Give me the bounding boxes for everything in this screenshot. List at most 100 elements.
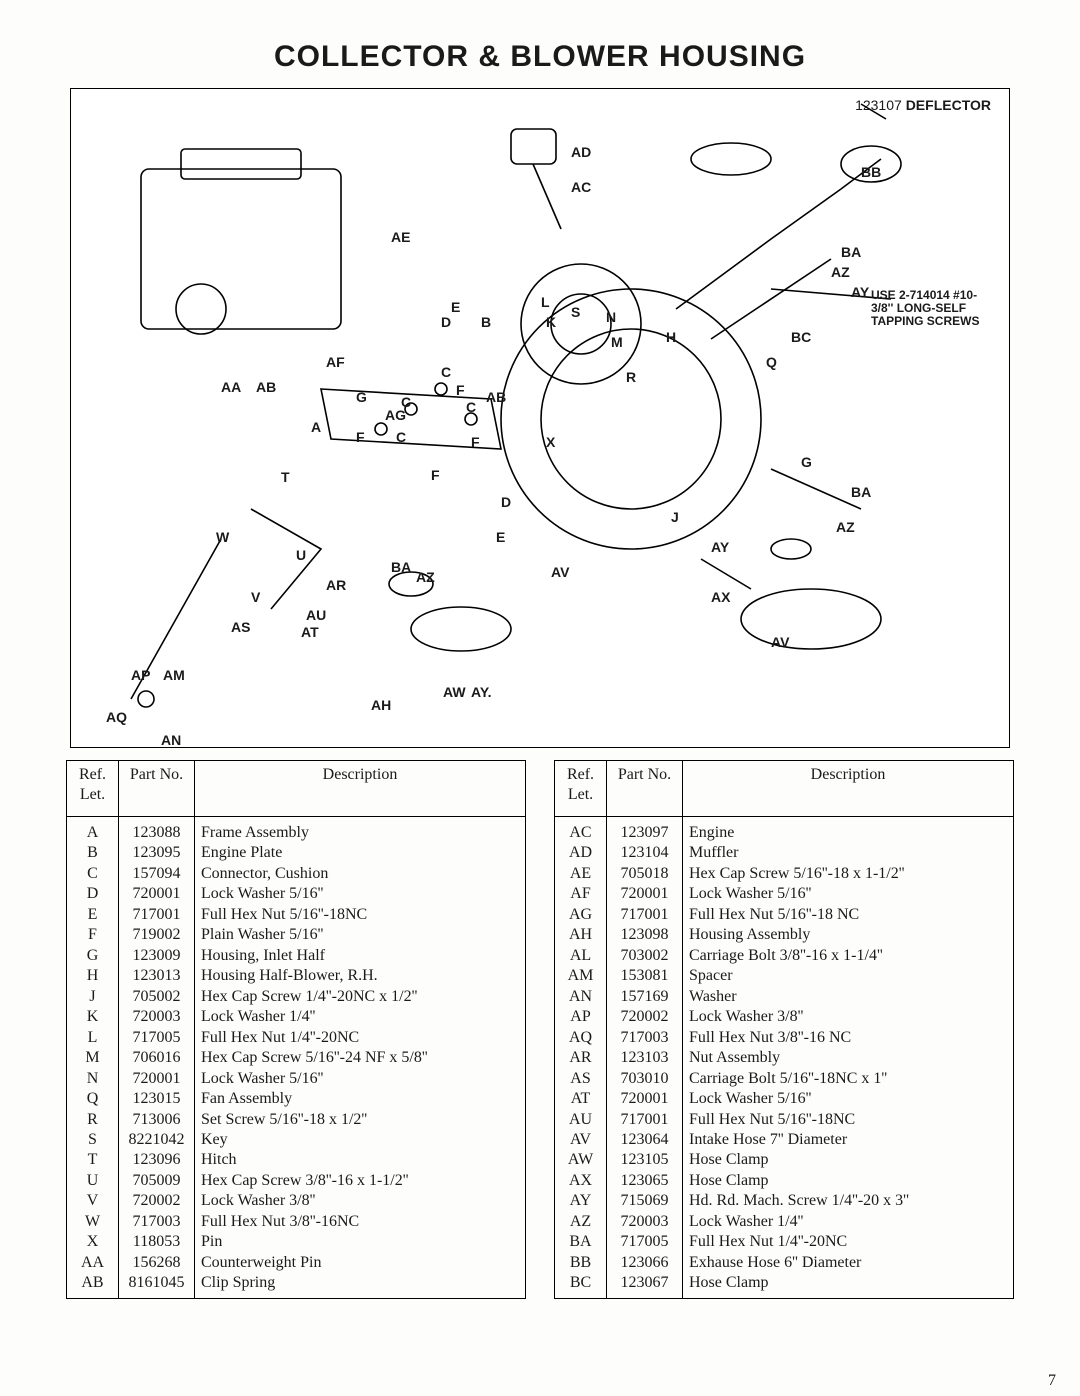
parts-table-right: Ref. Let. Part No. Description AC123097E… [554,760,1014,1299]
part-no: 706016 [119,1048,195,1068]
part-no: 8221042 [119,1130,195,1150]
callout-label: AD [571,144,591,160]
callout-label: U [296,547,306,563]
ref-let: M [67,1048,119,1068]
description: Set Screw 5/16''-18 x 1/2'' [195,1110,526,1130]
callout-label: S [571,304,580,320]
ref-let: AW [555,1150,607,1170]
part-no: 720001 [119,884,195,904]
description: Muffler [683,843,1014,863]
table-row: E717001Full Hex Nut 5/16''-18NC [67,905,526,925]
description: Hd. Rd. Mach. Screw 1/4''-20 x 3'' [683,1191,1014,1211]
callout-label: AV [771,634,789,650]
description: Engine [683,816,1014,843]
callout-label: AZ [416,569,435,585]
part-no: 717001 [607,1110,683,1130]
ref-let: BC [555,1273,607,1298]
table-row: A123088Frame Assembly [67,816,526,843]
table-row: AR123103Nut Assembly [555,1048,1014,1068]
col-desc: Description [195,761,526,817]
table-row: V720002Lock Washer 3/8'' [67,1191,526,1211]
callout-label: B [481,314,491,330]
ref-let: AN [555,987,607,1007]
callout-label: K [546,314,556,330]
callout-label: N [606,309,616,325]
description: Plain Washer 5/16'' [195,925,526,945]
callout-label: G [356,389,367,405]
description: Engine Plate [195,843,526,863]
table-row: AM153081Spacer [555,966,1014,986]
ref-let: AP [555,1007,607,1027]
callout-label: V [251,589,260,605]
description: Connector, Cushion [195,864,526,884]
ref-let: D [67,884,119,904]
description: Full Hex Nut 5/16''-18NC [683,1110,1014,1130]
ref-let: T [67,1150,119,1170]
ref-let: AA [67,1253,119,1273]
description: Lock Washer 5/16'' [683,884,1014,904]
description: Lock Washer 1/4'' [683,1212,1014,1232]
table-row: BA717005Full Hex Nut 1/4''-20NC [555,1232,1014,1252]
part-no: 123066 [607,1253,683,1273]
callout-label: R [626,369,636,385]
callout-label: AS [231,619,250,635]
description: Hex Cap Screw 3/8''-16 x 1-1/2'' [195,1171,526,1191]
part-no: 123105 [607,1150,683,1170]
callout-label: G [801,454,812,470]
table-row: J705002Hex Cap Screw 1/4''-20NC x 1/2'' [67,987,526,1007]
deflector-number: 123107 [855,97,902,113]
callout-label: AB [486,389,506,405]
table-row: AN157169Washer [555,987,1014,1007]
description: Housing, Inlet Half [195,946,526,966]
table-row: BB123066Exhause Hose 6'' Diameter [555,1253,1014,1273]
callout-label: AT [301,624,319,640]
callout-label: AU [306,607,326,623]
part-no: 157094 [119,864,195,884]
ref-let: AB [67,1273,119,1298]
table-row: AX123065Hose Clamp [555,1171,1014,1191]
callout-label: AZ [836,519,855,535]
callout-label: AY [711,539,729,555]
description: Clip Spring [195,1273,526,1298]
description: Spacer [683,966,1014,986]
callout-label: C [396,429,406,445]
part-no: 720001 [607,884,683,904]
part-no: 123088 [119,816,195,843]
table-row: AS703010Carriage Bolt 5/16''-18NC x 1'' [555,1069,1014,1089]
part-no: 720002 [119,1191,195,1211]
table-row: Q123015Fan Assembly [67,1089,526,1109]
description: Lock Washer 5/16'' [683,1089,1014,1109]
ref-let: W [67,1212,119,1232]
part-no: 123095 [119,843,195,863]
description: Lock Washer 5/16'' [195,1069,526,1089]
ref-let: S [67,1130,119,1150]
ref-let: X [67,1232,119,1252]
description: Full Hex Nut 5/16''-18NC [195,905,526,925]
callout-label: D [501,494,511,510]
ref-let: AR [555,1048,607,1068]
callout-label: H [666,329,676,345]
callout-label: BB [861,164,881,180]
table-row: AD123104Muffler [555,843,1014,863]
part-no: 717001 [119,905,195,925]
part-no: 720003 [119,1007,195,1027]
callout-label: D [441,314,451,330]
description: Full Hex Nut 5/16''-18 NC [683,905,1014,925]
description: Nut Assembly [683,1048,1014,1068]
callout-label: F [356,429,365,445]
description: Full Hex Nut 3/8''-16 NC [683,1028,1014,1048]
part-no: 717003 [119,1212,195,1232]
ref-let: AV [555,1130,607,1150]
part-no: 715069 [607,1191,683,1211]
description: Intake Hose 7'' Diameter [683,1130,1014,1150]
table-row: AW123105Hose Clamp [555,1150,1014,1170]
ref-let: AF [555,884,607,904]
table-row: F719002Plain Washer 5/16'' [67,925,526,945]
table-row: AF720001Lock Washer 5/16'' [555,884,1014,904]
table-row: AE705018Hex Cap Screw 5/16''-18 x 1-1/2'… [555,864,1014,884]
callout-label: T [281,469,290,485]
callout-label: E [496,529,505,545]
ref-let: AG [555,905,607,925]
table-row: AL703002Carriage Bolt 3/8''-16 x 1-1/4'' [555,946,1014,966]
callout-label: AG [385,407,406,423]
